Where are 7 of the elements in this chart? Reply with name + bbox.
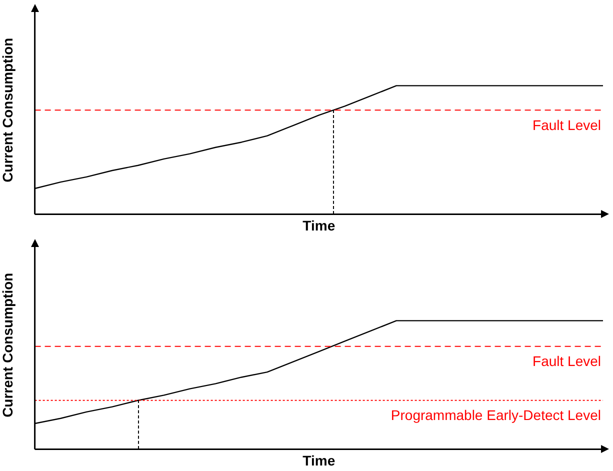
y-axis-title: Current Consumption xyxy=(0,38,16,182)
ref-line-label: Fault Level xyxy=(532,116,601,133)
y-axis-title: Current Consumption xyxy=(0,272,16,418)
x-axis-title: Time xyxy=(302,217,336,234)
x-axis-title: Time xyxy=(302,452,336,468)
ref-line-label: Programmable Early-Detect Level xyxy=(390,407,601,424)
ref-line-label: Fault Level xyxy=(532,353,601,370)
